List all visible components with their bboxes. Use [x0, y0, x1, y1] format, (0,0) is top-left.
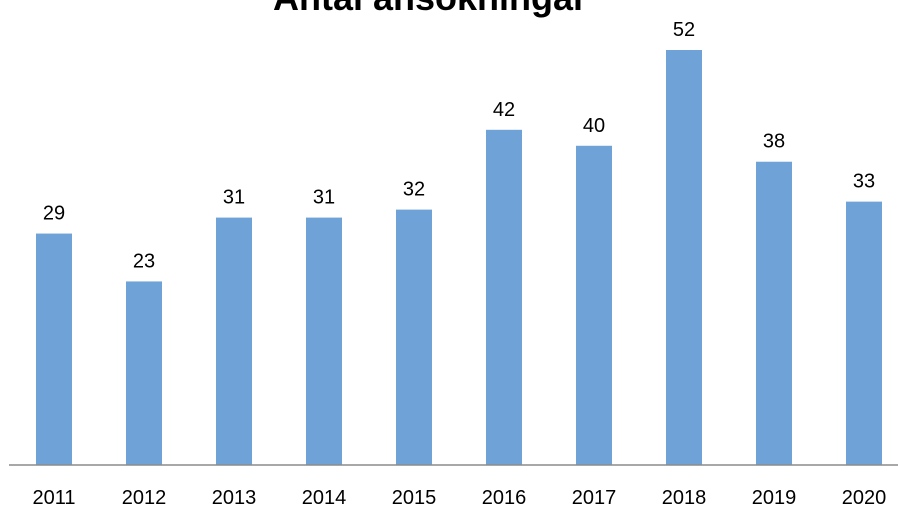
x-tick-label: 2013 — [212, 487, 257, 509]
data-label: 29 — [43, 203, 65, 225]
x-tick-label: 2011 — [32, 487, 75, 509]
x-tick-label: 2012 — [122, 487, 167, 509]
bar — [756, 161, 792, 465]
data-label: 42 — [493, 99, 515, 121]
data-label: 23 — [133, 250, 155, 272]
x-tick-label: 2019 — [752, 487, 797, 509]
bar — [486, 129, 522, 466]
bar — [846, 201, 882, 465]
data-label: 31 — [223, 187, 245, 209]
bar — [396, 209, 432, 465]
bar — [216, 217, 252, 465]
data-label: 52 — [673, 19, 695, 41]
bar — [576, 145, 612, 465]
x-tick-label: 2016 — [482, 487, 527, 509]
data-label: 31 — [313, 187, 335, 209]
data-label: 32 — [403, 179, 425, 201]
data-label: 38 — [763, 131, 785, 153]
bar — [666, 50, 702, 465]
x-tick-label: 2020 — [842, 487, 887, 509]
data-label: 40 — [583, 115, 605, 137]
x-tick-label: 2014 — [302, 487, 347, 509]
x-tick-label: 2018 — [662, 487, 707, 509]
bar — [306, 217, 342, 465]
chart-title: Antal ansökningar — [273, 0, 587, 18]
bar — [126, 281, 162, 465]
data-label: 33 — [853, 171, 875, 193]
bar — [36, 233, 72, 465]
x-tick-label: 2015 — [392, 487, 437, 509]
x-tick-label: 2017 — [572, 487, 617, 509]
